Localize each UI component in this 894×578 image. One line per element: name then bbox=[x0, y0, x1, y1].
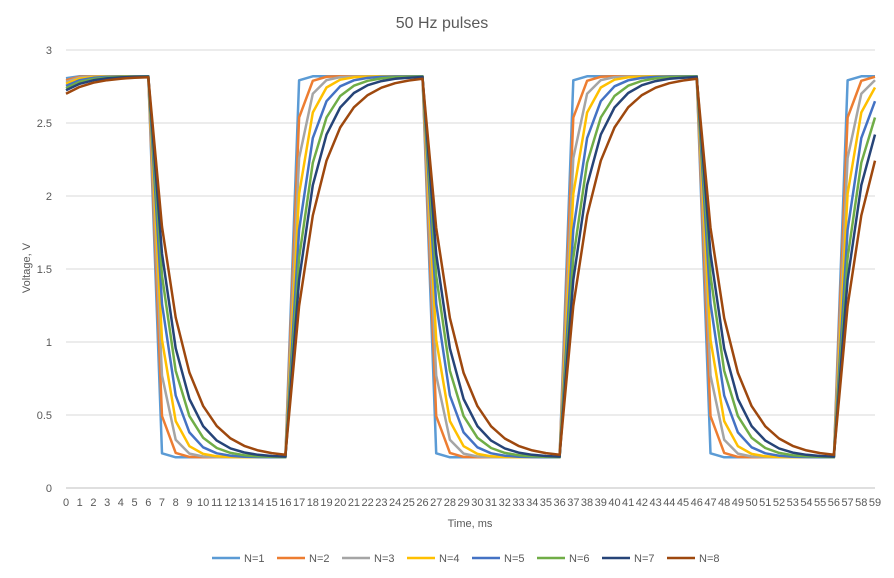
legend-label: N=8 bbox=[699, 553, 720, 565]
x-tick-label: 14 bbox=[252, 497, 264, 509]
x-tick-label: 36 bbox=[554, 497, 566, 509]
legend-label: N=5 bbox=[504, 553, 525, 565]
legend-label: N=6 bbox=[569, 553, 590, 565]
x-tick-label: 23 bbox=[375, 497, 387, 509]
x-tick-label: 10 bbox=[197, 497, 209, 509]
gridlines bbox=[66, 49, 875, 489]
x-tick-label: 52 bbox=[773, 497, 785, 509]
x-tick-label: 33 bbox=[512, 497, 524, 509]
x-tick-label: 28 bbox=[444, 497, 456, 509]
legend-label: N=3 bbox=[374, 553, 395, 565]
x-tick-label: 58 bbox=[855, 497, 867, 509]
x-tick-label: 24 bbox=[389, 497, 401, 509]
x-tick-label: 1 bbox=[77, 497, 83, 509]
series-line-n-3 bbox=[65, 75, 876, 459]
series-line-n-5 bbox=[65, 75, 877, 459]
x-tick-label: 40 bbox=[608, 497, 620, 509]
x-tick-label: 6 bbox=[145, 497, 151, 509]
x-tick-label: 41 bbox=[622, 497, 634, 509]
x-tick-label: 11 bbox=[211, 497, 222, 509]
y-tick-label: 3 bbox=[46, 45, 52, 57]
x-tick-label: 9 bbox=[186, 497, 192, 509]
x-tick-label: 51 bbox=[759, 497, 771, 509]
x-tick-label: 39 bbox=[595, 497, 607, 509]
x-tick-label: 44 bbox=[663, 497, 675, 509]
y-tick-label: 0.5 bbox=[37, 410, 52, 422]
series-line-n-8 bbox=[65, 75, 877, 457]
x-tick-label: 55 bbox=[814, 497, 826, 509]
x-tick-label: 20 bbox=[334, 497, 346, 509]
y-axis-title: Voltage, V bbox=[21, 242, 33, 293]
y-tick-label: 0 bbox=[46, 483, 52, 495]
x-tick-label: 47 bbox=[704, 497, 716, 509]
x-tick-label: 48 bbox=[718, 497, 730, 509]
x-tick-label: 46 bbox=[691, 497, 703, 509]
x-tick-label: 57 bbox=[841, 497, 853, 509]
x-tick-label: 2 bbox=[90, 497, 96, 509]
x-tick-label: 5 bbox=[131, 497, 137, 509]
legend-label: N=1 bbox=[244, 553, 265, 565]
x-tick-label: 32 bbox=[499, 497, 511, 509]
x-tick-label: 25 bbox=[403, 497, 415, 509]
series-line-n-6 bbox=[65, 75, 877, 459]
x-tick-label: 7 bbox=[159, 497, 165, 509]
x-tick-label: 35 bbox=[540, 497, 552, 509]
x-tick-label: 59 bbox=[869, 497, 881, 509]
x-tick-label: 30 bbox=[471, 497, 483, 509]
series-lines bbox=[65, 75, 877, 459]
x-tick-label: 54 bbox=[800, 497, 812, 509]
y-tick-label: 1.5 bbox=[37, 264, 52, 276]
x-axis: 0 1 2 3 4 5 6 7 8 9 10 11 12 13 14 15 16 17 18 19 20 21 22 23 24… bbox=[63, 497, 881, 509]
x-tick-label: 12 bbox=[224, 497, 236, 509]
x-tick-label: 0 bbox=[63, 497, 69, 509]
legend: N=1 N=2 N=3 N=4 N=5 N=6 N=7 N=8 bbox=[212, 553, 720, 565]
x-tick-label: 45 bbox=[677, 497, 689, 509]
series-line-n-1 bbox=[65, 75, 875, 459]
y-tick-label: 1 bbox=[46, 337, 52, 349]
x-tick-label: 22 bbox=[362, 497, 374, 509]
y-tick-label: 2 bbox=[46, 191, 52, 203]
x-tick-label: 43 bbox=[649, 497, 661, 509]
legend-label: N=7 bbox=[634, 553, 655, 565]
legend-label: N=4 bbox=[439, 553, 460, 565]
x-tick-label: 38 bbox=[581, 497, 593, 509]
x-tick-label: 49 bbox=[732, 497, 744, 509]
x-tick-label: 53 bbox=[787, 497, 799, 509]
series-line-n-7 bbox=[65, 75, 877, 458]
x-axis-title: Time, ms bbox=[448, 518, 493, 530]
x-tick-label: 19 bbox=[320, 497, 332, 509]
y-tick-label: 2.5 bbox=[37, 118, 52, 130]
x-tick-label: 29 bbox=[458, 497, 470, 509]
chart-title: 50 Hz pulses bbox=[396, 15, 489, 32]
x-tick-label: 34 bbox=[526, 497, 538, 509]
y-axis: 0 0.5 1 1.5 2 2.5 3 bbox=[37, 45, 52, 495]
x-tick-label: 42 bbox=[636, 497, 648, 509]
x-tick-label: 21 bbox=[348, 497, 360, 509]
x-tick-label: 16 bbox=[279, 497, 291, 509]
x-tick-label: 15 bbox=[266, 497, 278, 509]
x-tick-label: 31 bbox=[485, 497, 497, 509]
x-tick-label: 37 bbox=[567, 497, 579, 509]
series-line-n-2 bbox=[65, 75, 876, 459]
x-tick-label: 3 bbox=[104, 497, 110, 509]
series-line-n-4 bbox=[65, 75, 877, 459]
x-tick-label: 56 bbox=[828, 497, 840, 509]
x-tick-label: 13 bbox=[238, 497, 250, 509]
x-tick-label: 50 bbox=[745, 497, 757, 509]
legend-label: N=2 bbox=[309, 553, 330, 565]
x-tick-label: 18 bbox=[307, 497, 319, 509]
x-tick-label: 17 bbox=[293, 497, 305, 509]
x-tick-label: 27 bbox=[430, 497, 442, 509]
x-tick-label: 26 bbox=[416, 497, 428, 509]
x-tick-label: 4 bbox=[118, 497, 124, 509]
x-tick-label: 8 bbox=[173, 497, 179, 509]
